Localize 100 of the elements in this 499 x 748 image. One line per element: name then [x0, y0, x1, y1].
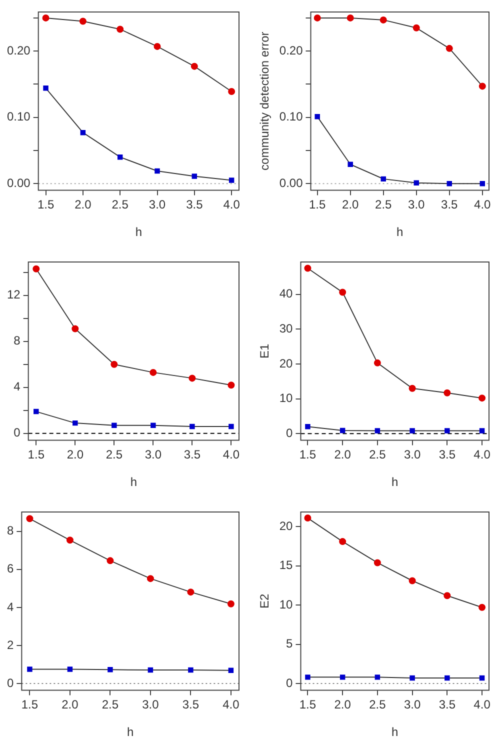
y-tick-label: 12	[6, 288, 21, 302]
x-tick-label: 1.5	[37, 198, 54, 212]
point	[444, 389, 451, 396]
point	[304, 264, 312, 272]
y-tick-label: 0.10	[6, 110, 31, 124]
x-tick-label: 2.0	[334, 698, 352, 712]
y-tick-label: 0	[286, 426, 294, 440]
x-tick-label: 3.0	[404, 448, 421, 462]
x-tick-label: 2.0	[334, 448, 352, 462]
point	[478, 82, 486, 90]
x-tick-label: 2.5	[106, 448, 123, 462]
point	[228, 88, 236, 95]
x-tick-label: 1.5	[309, 198, 326, 212]
x-tick-label: 1.5	[299, 448, 316, 462]
point	[339, 288, 346, 296]
x-tick-label: 2.0	[66, 448, 84, 462]
y-tick-label: 8	[6, 524, 14, 538]
point	[444, 592, 451, 600]
x-tick-label: 3.5	[438, 448, 456, 462]
point	[116, 26, 124, 33]
point	[188, 667, 194, 673]
point	[304, 514, 312, 522]
point	[410, 428, 415, 434]
y-tick-label: 6	[6, 562, 14, 576]
point	[72, 325, 79, 332]
x-tick-label: 3.5	[184, 448, 201, 462]
point	[34, 408, 39, 414]
y-tick-label: 20	[279, 518, 294, 533]
point	[478, 604, 486, 611]
y-tick-label: 8	[14, 334, 21, 348]
point	[146, 575, 154, 582]
x-tick-label: 3.0	[144, 448, 162, 462]
y-tick-label: 0.20	[6, 43, 31, 58]
point	[314, 114, 320, 120]
point	[72, 420, 78, 426]
point	[305, 424, 310, 430]
x-axis-title: h	[130, 475, 138, 490]
point	[374, 559, 381, 566]
x-tick-label: 4.0	[222, 448, 240, 462]
point	[67, 666, 73, 672]
point	[110, 360, 118, 368]
y-tick-label: 0.10	[279, 110, 304, 124]
point	[26, 515, 34, 522]
x-tick-label: 2.5	[375, 198, 392, 212]
point	[305, 674, 310, 680]
y-tick-label: 2	[6, 638, 14, 652]
point	[150, 422, 156, 428]
point	[106, 557, 114, 564]
y-tick-label: 4	[14, 380, 21, 394]
y-tick-label: 40	[279, 286, 294, 301]
x-tick-label: 2.5	[102, 698, 119, 712]
x-tick-label: 3.0	[142, 698, 160, 712]
y-tick-label: 4	[6, 600, 14, 614]
point	[43, 86, 48, 91]
point	[228, 668, 234, 674]
x-tick-label: 1.5	[28, 448, 45, 462]
y-axis-title: E2	[258, 593, 272, 608]
point	[148, 667, 154, 673]
point	[154, 168, 160, 174]
point	[480, 180, 486, 186]
y-tick-label: 0	[14, 426, 21, 440]
point	[340, 428, 346, 434]
point	[150, 368, 157, 376]
point	[192, 174, 198, 179]
point	[380, 16, 387, 24]
x-tick-label: 4.0	[223, 198, 240, 212]
point	[408, 577, 416, 584]
point	[117, 154, 123, 160]
point	[227, 600, 234, 608]
x-tick-label: 3.5	[186, 198, 204, 212]
point	[479, 428, 485, 434]
point	[412, 24, 420, 32]
x-tick-label: 3.5	[441, 198, 458, 212]
point	[228, 382, 235, 389]
x-tick-label: 2.5	[369, 698, 386, 712]
x-tick-label: 2.5	[369, 448, 386, 462]
point	[188, 374, 196, 382]
point	[32, 265, 40, 272]
y-axis-title: E1	[258, 343, 272, 358]
y-tick-label: 0	[6, 676, 14, 690]
point	[339, 538, 346, 546]
point	[66, 536, 74, 544]
point	[228, 424, 234, 430]
point	[187, 588, 194, 596]
x-tick-label: 3.5	[182, 698, 200, 712]
point	[446, 44, 453, 52]
x-tick-label: 1.5	[299, 698, 316, 712]
y-tick-label: 30	[279, 321, 294, 336]
point	[190, 424, 195, 430]
x-tick-label: 1.5	[21, 698, 38, 712]
y-tick-label: 0.00	[279, 176, 304, 190]
point	[346, 14, 354, 22]
point	[42, 14, 50, 22]
x-axis-title: h	[392, 475, 398, 490]
x-axis-title: h	[396, 225, 404, 240]
x-tick-label: 2.0	[74, 198, 92, 212]
point	[410, 675, 415, 681]
point	[380, 176, 386, 182]
point	[27, 666, 32, 672]
point	[79, 18, 86, 25]
